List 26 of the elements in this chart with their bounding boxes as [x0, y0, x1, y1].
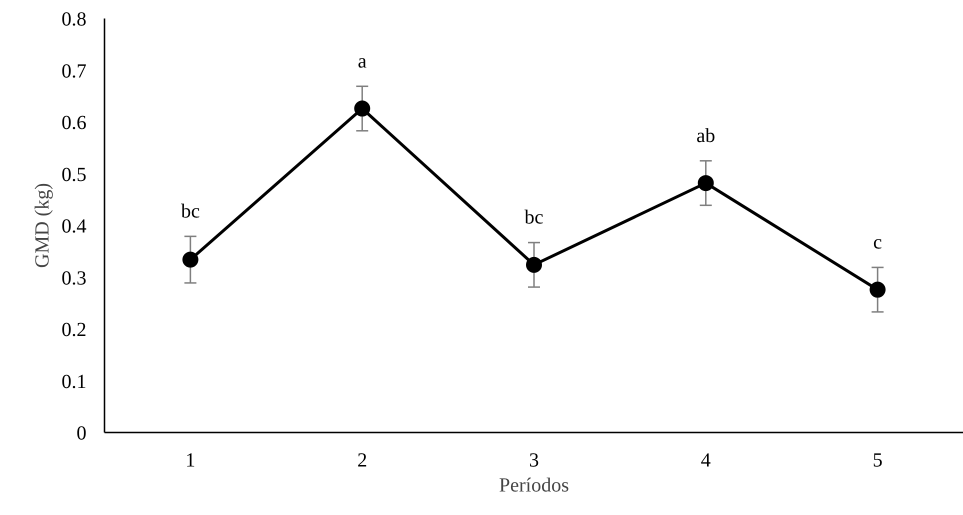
y-tick-label: 0.4: [62, 216, 86, 238]
annotation: c: [873, 231, 882, 254]
y-tick-label: 0: [76, 422, 86, 444]
annotation: ab: [696, 124, 716, 147]
x-tick-label: 1: [185, 450, 196, 472]
y-tick-label: 0.8: [62, 8, 86, 30]
y-tick-label: 0.5: [62, 164, 86, 186]
annotation: bc: [180, 200, 200, 222]
y-tick-label: 0.7: [62, 60, 86, 82]
y-tick-label: 0.2: [62, 319, 86, 341]
annotation: a: [358, 50, 367, 72]
point: [870, 282, 886, 298]
x-tick-label: 5: [872, 450, 883, 472]
x-tick-label: 4: [700, 450, 711, 472]
point: [698, 175, 714, 192]
y-tick-label: 0.6: [62, 112, 86, 134]
x-axis-title: Períodos: [499, 474, 570, 496]
point: [182, 252, 198, 268]
y-tick-label: 0.1: [62, 370, 86, 393]
point: [526, 256, 542, 273]
x-tick-label: 2: [357, 450, 368, 472]
y-tick-label: 0.3: [62, 267, 86, 290]
annotation: bc: [524, 206, 544, 229]
x-tick-label: 3: [529, 450, 539, 472]
y-axis-title: GMD (kg): [32, 182, 54, 268]
point: [354, 100, 370, 117]
